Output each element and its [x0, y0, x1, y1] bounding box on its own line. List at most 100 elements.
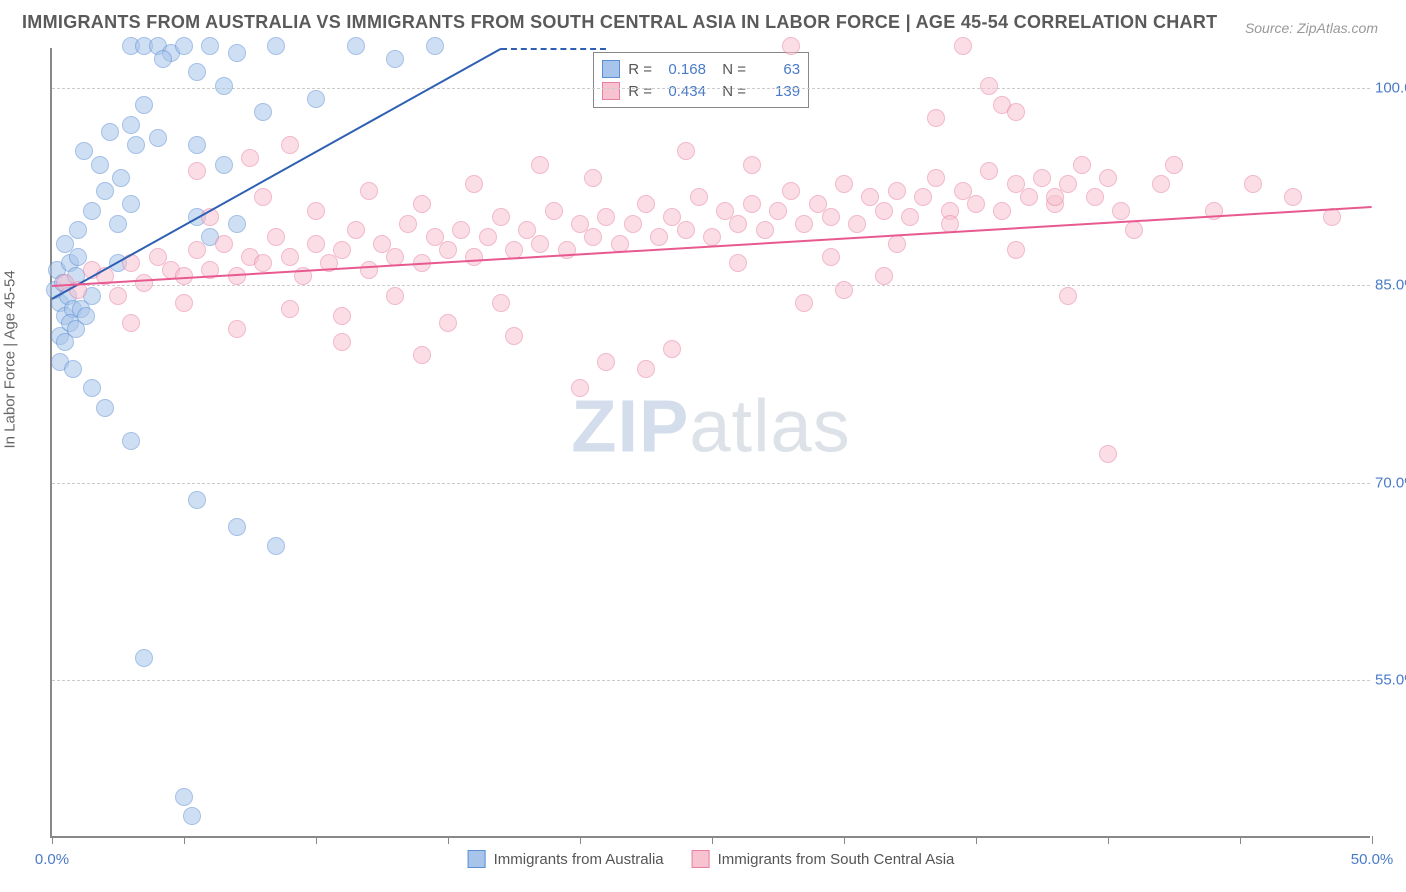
stats-n-label: N =	[714, 83, 746, 100]
data-point	[1165, 156, 1183, 174]
data-point	[135, 96, 153, 114]
data-point	[112, 169, 130, 187]
data-point	[439, 241, 457, 259]
legend: Immigrants from Australia Immigrants fro…	[468, 850, 955, 868]
data-point	[149, 129, 167, 147]
data-point	[769, 202, 787, 220]
data-point	[531, 156, 549, 174]
data-point	[426, 37, 444, 55]
data-point	[215, 156, 233, 174]
data-point	[505, 327, 523, 345]
x-tick	[184, 836, 185, 844]
trendline	[52, 206, 1372, 287]
data-point	[795, 294, 813, 312]
data-point	[281, 136, 299, 154]
data-point	[69, 221, 87, 239]
data-point	[399, 215, 417, 233]
data-point	[677, 142, 695, 160]
watermark: ZIPatlas	[571, 384, 850, 469]
data-point	[967, 195, 985, 213]
data-point	[729, 215, 747, 233]
data-point	[703, 228, 721, 246]
stats-swatch-a	[602, 60, 620, 78]
data-point	[531, 235, 549, 253]
data-point	[175, 37, 193, 55]
data-point	[465, 175, 483, 193]
data-point	[91, 156, 109, 174]
data-point	[1007, 103, 1025, 121]
data-point	[914, 188, 932, 206]
data-point	[637, 360, 655, 378]
gridline	[52, 483, 1370, 484]
data-point	[96, 399, 114, 417]
x-tick	[844, 836, 845, 844]
data-point	[677, 221, 695, 239]
watermark-bold: ZIP	[571, 385, 689, 468]
chart-container: IMMIGRANTS FROM AUSTRALIA VS IMMIGRANTS …	[0, 0, 1406, 892]
data-point	[743, 195, 761, 213]
stats-r-value-a: 0.168	[660, 61, 706, 78]
data-point	[927, 109, 945, 127]
data-point	[228, 267, 246, 285]
data-point	[888, 182, 906, 200]
data-point	[439, 314, 457, 332]
stats-r-label: R =	[628, 83, 652, 100]
x-tick	[1372, 836, 1373, 844]
data-point	[1323, 208, 1341, 226]
data-point	[1152, 175, 1170, 193]
data-point	[386, 287, 404, 305]
data-point	[690, 188, 708, 206]
stats-row-series-b: R = 0.434 N = 139	[602, 80, 800, 102]
data-point	[267, 537, 285, 555]
data-point	[1284, 188, 1302, 206]
data-point	[479, 228, 497, 246]
data-point	[465, 248, 483, 266]
data-point	[241, 149, 259, 167]
data-point	[135, 274, 153, 292]
data-point	[347, 37, 365, 55]
legend-swatch-a	[468, 850, 486, 868]
data-point	[135, 649, 153, 667]
data-point	[254, 254, 272, 272]
gridline	[52, 285, 1370, 286]
data-point	[954, 37, 972, 55]
data-point	[347, 221, 365, 239]
data-point	[83, 202, 101, 220]
data-point	[122, 432, 140, 450]
data-point	[1073, 156, 1091, 174]
data-point	[1099, 445, 1117, 463]
data-point	[122, 195, 140, 213]
data-point	[122, 314, 140, 332]
data-point	[307, 202, 325, 220]
data-point	[188, 162, 206, 180]
stats-row-series-a: R = 0.168 N = 63	[602, 58, 800, 80]
data-point	[413, 346, 431, 364]
data-point	[1125, 221, 1143, 239]
data-point	[1059, 175, 1077, 193]
data-point	[267, 228, 285, 246]
data-point	[154, 50, 172, 68]
data-point	[228, 215, 246, 233]
data-point	[1046, 188, 1064, 206]
x-tick-label: 50.0%	[1351, 851, 1394, 868]
data-point	[228, 518, 246, 536]
data-point	[835, 281, 853, 299]
data-point	[1099, 169, 1117, 187]
data-point	[188, 491, 206, 509]
data-point	[875, 267, 893, 285]
data-point	[888, 235, 906, 253]
data-point	[1244, 175, 1262, 193]
correlation-stats-box: R = 0.168 N = 63 R = 0.434 N = 139	[593, 52, 809, 108]
data-point	[650, 228, 668, 246]
y-axis-label: In Labor Force | Age 45-54	[2, 270, 19, 448]
data-point	[993, 202, 1011, 220]
gridline	[52, 88, 1370, 89]
source-attribution: Source: ZipAtlas.com	[1245, 20, 1378, 36]
legend-item-b: Immigrants from South Central Asia	[692, 850, 955, 868]
data-point	[127, 136, 145, 154]
x-tick	[448, 836, 449, 844]
data-point	[1112, 202, 1130, 220]
x-tick	[52, 836, 53, 844]
data-point	[875, 202, 893, 220]
y-tick-label: 85.0%	[1375, 277, 1406, 294]
